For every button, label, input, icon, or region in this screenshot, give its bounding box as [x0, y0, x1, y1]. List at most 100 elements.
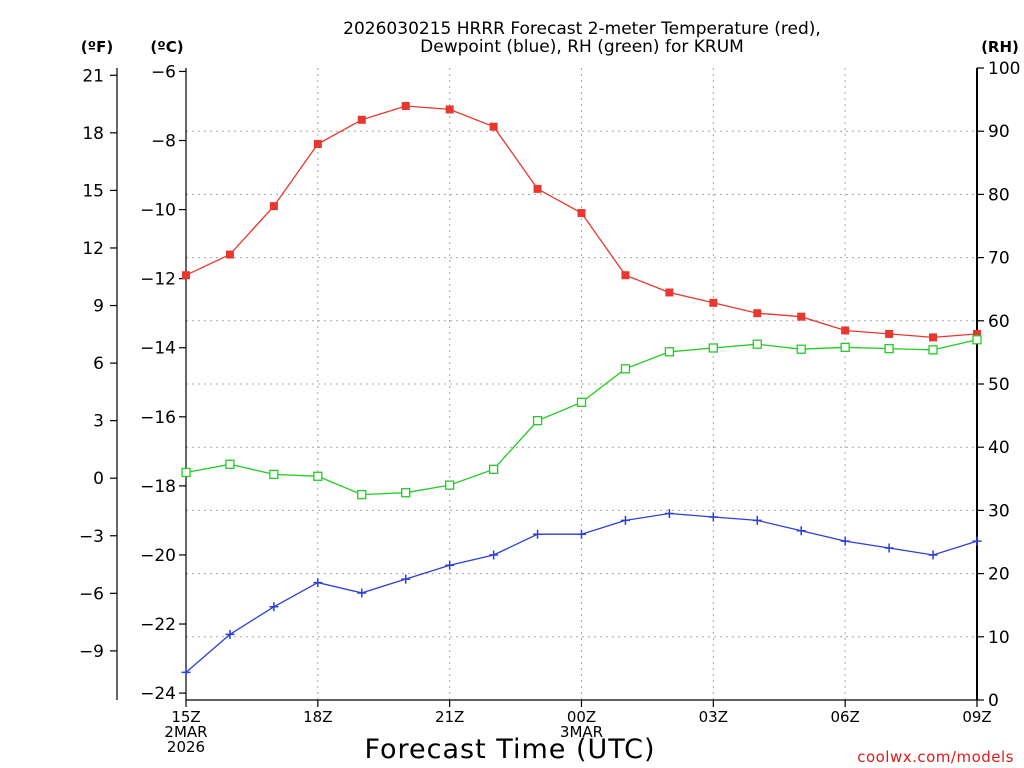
fahrenheit-unit-label: (ºF)	[81, 38, 113, 56]
2-meter-temperature-point	[225, 250, 234, 259]
dewpoint-point	[577, 529, 586, 539]
2-meter-temperature-point	[973, 329, 981, 338]
celsius-tick-label: −10	[140, 201, 176, 221]
x-tick-label: 21Z	[435, 708, 464, 726]
2-meter-temperature-point	[357, 115, 366, 124]
fahrenheit-tick-label: −6	[79, 584, 104, 604]
fahrenheit-tick-label: 12	[82, 239, 104, 259]
dewpoint-point	[445, 560, 455, 570]
2-meter-temperature-point	[885, 329, 894, 338]
2-meter-temperature-point	[401, 101, 410, 110]
dewpoint-point	[401, 574, 411, 584]
dewpoint-point	[357, 588, 367, 598]
rh-point	[269, 469, 279, 480]
dewpoint-point	[269, 602, 279, 612]
2-meter-temperature-point	[621, 271, 630, 280]
rh-tick-label: 40	[988, 438, 1010, 458]
fahrenheit-tick-label: −3	[79, 527, 104, 547]
rh-point	[225, 459, 235, 469]
rh-point	[796, 344, 806, 354]
celsius-tick-label: −14	[140, 339, 176, 359]
x-tick-label: 15Z	[171, 708, 200, 726]
rh-tick-label: 70	[988, 249, 1010, 269]
x-tick-label: 00Z	[567, 708, 596, 726]
dewpoint-point	[972, 536, 982, 546]
dewpoint-point	[489, 550, 499, 560]
fahrenheit-tick-label: −9	[79, 642, 104, 662]
fahrenheit-tick-label: 21	[82, 66, 104, 86]
celsius-unit-label: (ºC)	[150, 38, 183, 56]
fahrenheit-tick-label: 6	[93, 354, 104, 374]
x-tick-label: 18Z	[303, 708, 332, 726]
rh-tick-label: 60	[988, 312, 1010, 332]
celsius-tick-label: −16	[140, 408, 176, 428]
fahrenheit-tick-label: 0	[93, 469, 104, 489]
rh-point	[752, 339, 762, 349]
dewpoint-point	[664, 509, 674, 519]
dewpoint-point	[181, 667, 191, 677]
celsius-tick-label: −22	[140, 615, 176, 635]
rh-point	[532, 416, 543, 426]
rh-tick-label: 10	[988, 628, 1010, 648]
2-meter-temperature-point	[797, 312, 806, 321]
rh-point	[708, 343, 718, 353]
fahrenheit-tick-label: 3	[93, 412, 104, 432]
dewpoint-point	[840, 536, 850, 546]
dewpoint-point	[620, 515, 630, 525]
2-meter-temperature-point	[665, 288, 674, 297]
dewpoint-point	[884, 543, 894, 553]
series-layer	[181, 101, 982, 677]
2-meter-temperature-point	[182, 271, 190, 280]
2-meter-temperature-point	[533, 184, 542, 193]
rh-tick-label: 90	[988, 122, 1010, 142]
rh-point	[620, 364, 631, 374]
x-tick-label: 3MAR	[560, 723, 603, 741]
rh-point	[445, 480, 455, 490]
rh-tick-label: 50	[988, 375, 1010, 395]
dewpoint-point	[796, 526, 806, 536]
celsius-tick-label: −6	[151, 62, 176, 82]
2-meter-temperature-point	[753, 309, 762, 318]
rh-tick-label: 30	[988, 501, 1010, 521]
2-meter-temperature-point	[269, 202, 278, 211]
dewpoint-point	[533, 529, 543, 539]
chart-title-line-1: 2026030215 HRRR Forecast 2-meter Tempera…	[343, 19, 821, 39]
chart-title-line-2: Dewpoint (blue), RH (green) for KRUM	[420, 37, 744, 57]
x-axis-title: Forecast Time (UTC)	[364, 734, 655, 765]
rh-point	[576, 397, 587, 407]
rh-unit-label: (RH)	[981, 38, 1019, 56]
dewpoint-point	[928, 550, 938, 560]
celsius-tick-label: −8	[151, 132, 176, 152]
2-meter-temperature-point	[929, 333, 938, 342]
dewpoint-point	[313, 578, 323, 588]
rh-tick-label: 20	[988, 565, 1010, 585]
2-meter-temperature-point	[841, 326, 850, 335]
rh-point	[488, 464, 499, 474]
rh-point	[928, 345, 938, 355]
2-meter-temperature-point	[709, 298, 718, 307]
watermark-text: coolwx.com/models	[857, 748, 1014, 766]
fahrenheit-tick-label: 18	[82, 124, 104, 144]
rh-point	[181, 467, 191, 478]
fahrenheit-tick-label: 15	[82, 181, 104, 201]
rh-point	[972, 335, 982, 345]
2-meter-temperature-point	[577, 209, 586, 218]
x-tick-label: 09Z	[962, 708, 991, 726]
rh-tick-label: 80	[988, 185, 1010, 205]
x-tick-label: 2026	[167, 738, 205, 756]
x-tick-label: 03Z	[699, 708, 728, 726]
fahrenheit-tick-label: 9	[93, 297, 104, 317]
celsius-tick-label: −20	[140, 546, 176, 566]
2-meter-temperature-point	[489, 122, 498, 131]
rh-tick-label: 100	[988, 59, 1020, 79]
rh-point	[313, 471, 323, 481]
celsius-tick-label: −12	[140, 270, 176, 290]
2-meter-temperature-point	[313, 139, 322, 148]
rh-point	[840, 342, 850, 352]
dewpoint-point	[225, 629, 235, 639]
rh-point	[884, 343, 894, 354]
rh-tick-label: 0	[988, 691, 999, 711]
